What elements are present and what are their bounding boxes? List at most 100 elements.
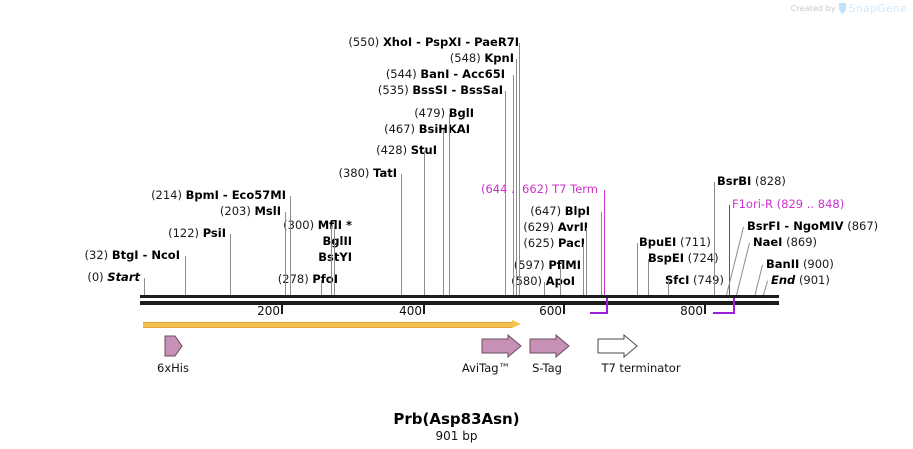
site-pos-bsssi: (535) [377, 83, 409, 97]
site-pos-pflmi: (597) [513, 258, 545, 272]
ruler-tick-800 [704, 305, 706, 314]
feature-name-t7-term: T7 Term [552, 182, 598, 196]
site-label-avrii[interactable]: (629) AvrII [523, 221, 588, 233]
site-label-psii[interactable]: (122) PsiI [168, 227, 226, 239]
site-name-psii: PsiI [202, 226, 226, 240]
site-label-xhoi[interactable]: (550) XhoI - PspXI - PaeR7I [348, 36, 519, 48]
site-pos-avrii: (629) [523, 220, 555, 234]
site-name-msli: MslI [254, 204, 281, 218]
connector-bpmi [290, 196, 291, 297]
site-label-paci[interactable]: (625) PacI [523, 237, 585, 249]
site-pos-naei: (869) [786, 235, 818, 249]
ruler-tick-label-200: 200 [257, 304, 280, 318]
site-name-bsssi: BssSI - BssSaI [412, 83, 503, 97]
site-label-bani[interactable]: (544) BanI - Acc65I [386, 68, 505, 80]
site-label-bglii[interactable]: BglII [323, 235, 353, 247]
connector-tati [401, 174, 402, 297]
feature-arrow-avitag[interactable] [481, 334, 523, 358]
site-label-kpni[interactable]: (548) KpnI [450, 52, 514, 64]
site-name-pflmi: PflMI [548, 258, 581, 272]
connector-bsssi [505, 91, 506, 297]
feature-arrow-label-stag: S-Tag [532, 361, 562, 375]
feature-pos-f1ori-r: (829 .. 848) [776, 197, 845, 211]
connector-mfli [331, 226, 332, 297]
feature-arrow-6xhis[interactable] [164, 334, 184, 358]
ruler-tick-label-600: 600 [539, 304, 562, 318]
connector-bsihkai [443, 130, 444, 297]
site-label-msli[interactable]: (203) MslI [220, 205, 281, 217]
snapgene-watermark: Created by SnapGene [791, 2, 907, 15]
feature-bracket-f1ori-r-stem [733, 298, 735, 314]
site-pos-bani: (544) [385, 67, 417, 81]
connector-kpni [516, 59, 517, 297]
connector-t7term [604, 190, 605, 297]
site-name-bspei: BspEI [648, 251, 684, 265]
site-label-pflmi[interactable]: (597) PflMI [514, 259, 581, 271]
site-label-bsrfi[interactable]: BsrFI - NgoMIV (867) [747, 220, 878, 232]
orf-arrow-shaft [143, 322, 512, 328]
site-name-end: End [771, 273, 796, 287]
site-label-bgli[interactable]: (479) BglI [414, 107, 474, 119]
site-pos-btgi: (32) [84, 248, 109, 262]
connector-stui [424, 151, 425, 297]
orf-arrow[interactable] [143, 320, 521, 328]
site-name-bani: BanI - Acc65I [420, 67, 505, 81]
site-label-bstyi[interactable]: BstYI [318, 251, 352, 263]
connector-bpuei [637, 243, 638, 297]
orf-arrow-head [512, 320, 521, 328]
site-label-banii[interactable]: BanII (900) [766, 258, 834, 270]
site-name-sfci: SfcI [665, 273, 690, 287]
site-name-bgli: BglI [448, 106, 474, 120]
connector-bglii [334, 226, 335, 297]
connector-start [144, 278, 145, 297]
site-pos-bsrfi: (867) [847, 219, 879, 233]
site-label-bsihkai[interactable]: (467) BsiHKAI [384, 123, 470, 135]
site-label-bsrbi[interactable]: BsrBI (828) [717, 175, 786, 187]
site-label-bsssi[interactable]: (535) BssSI - BssSaI [378, 84, 503, 96]
ruler-tick-label-800: 800 [680, 304, 703, 318]
connector-avrii [586, 228, 587, 297]
site-pos-sfci: (749) [693, 273, 724, 287]
site-label-blpi[interactable]: (647) BlpI [530, 205, 590, 217]
feature-pos-t7-term: (644 .. 662) [480, 182, 549, 196]
site-pos-bgli: (479) [414, 106, 446, 120]
site-label-sfci[interactable]: SfcI (749) [665, 274, 724, 286]
site-label-stui[interactable]: (428) StuI [376, 144, 437, 156]
site-name-avrii: AvrII [557, 220, 588, 234]
site-name-bpuei: BpuEI [639, 235, 677, 249]
connector-pfoi [321, 280, 322, 297]
site-label-bpuei[interactable]: BpuEI (711) [639, 236, 711, 248]
site-name-bpmi: BpmI - Eco57MI [185, 188, 286, 202]
site-name-bglii: BglII [322, 234, 353, 248]
site-pos-stui: (428) [376, 143, 408, 157]
connector-blpi [601, 212, 602, 297]
feature-arrow-stag[interactable] [529, 334, 571, 358]
ruler-bar-top [140, 295, 779, 298]
connector-xhoi [519, 43, 520, 297]
site-label-bpmi[interactable]: (214) BpmI - Eco57MI [151, 189, 286, 201]
site-pos-psii: (122) [168, 226, 200, 240]
site-name-naei: NaeI [753, 235, 783, 249]
ruler-tick-200 [281, 305, 283, 314]
site-label-tati[interactable]: (380) TatI [339, 167, 398, 179]
site-label-naei[interactable]: NaeI (869) [753, 236, 817, 248]
feature-label-f1ori-r[interactable]: F1ori-R (829 .. 848) [732, 198, 844, 210]
connector-pflmi [560, 266, 561, 297]
ruler-tick-600 [563, 305, 565, 314]
site-pos-tati: (380) [338, 166, 370, 180]
site-label-start[interactable]: (0) Start [87, 271, 140, 283]
connector-btgi [185, 256, 186, 297]
site-pos-bsrbi: (828) [754, 174, 786, 188]
site-pos-end: (901) [798, 273, 830, 287]
feature-label-t7-term[interactable]: (644 .. 662) T7 Term [481, 183, 598, 195]
site-label-end[interactable]: End (901) [771, 274, 830, 286]
site-label-btgi[interactable]: (32) BtgI - NcoI [85, 249, 180, 261]
connector-apoi [544, 282, 545, 297]
site-label-bspei[interactable]: BspEI (724) [648, 252, 719, 264]
feature-arrow-t7-terminator[interactable] [597, 334, 639, 358]
connector-bgli [449, 114, 450, 297]
watermark-brand: SnapGene [848, 2, 907, 15]
ruler-tick-label-400: 400 [399, 304, 422, 318]
site-pos-bpuei: (711) [679, 235, 711, 249]
